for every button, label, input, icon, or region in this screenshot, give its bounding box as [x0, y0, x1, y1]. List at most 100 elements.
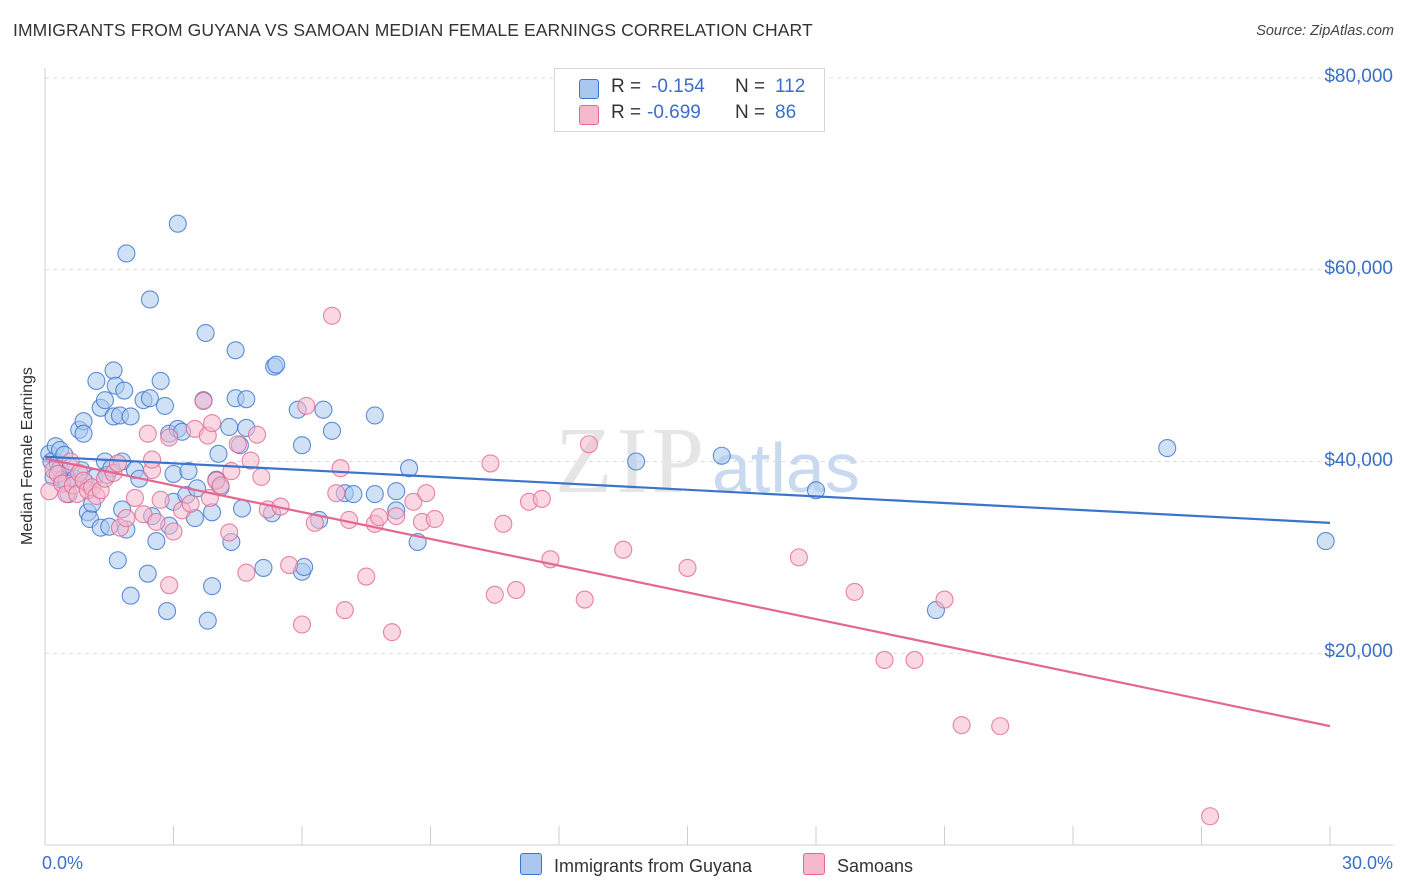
bottom-legend-guyana[interactable]: Immigrants from Guyana [520, 853, 752, 877]
guyana-point [151, 371, 170, 391]
samoan-point [952, 716, 971, 735]
guyana-point [365, 485, 384, 504]
guyana-point [400, 459, 419, 478]
guyana-point [108, 551, 127, 570]
samoan-point [292, 615, 312, 634]
samoan-point [382, 623, 402, 642]
guyana-point [267, 355, 286, 374]
samoan-trendline [44, 457, 1331, 728]
samoan-point [297, 396, 316, 415]
y-tick-label: $20,000 [1324, 641, 1393, 663]
points-layer [40, 214, 1335, 826]
legend-n-label: N = [735, 102, 766, 123]
guyana-point [232, 499, 252, 518]
samoan-point [147, 512, 166, 531]
samoan-point [485, 585, 504, 604]
samoan-point [370, 508, 389, 527]
bottom-legend-label: Immigrants from Guyana [554, 856, 753, 876]
source-label: Source: ZipAtlas.com [1256, 23, 1394, 39]
guyana-point [322, 421, 342, 440]
samoan-point [845, 582, 864, 601]
guyana-point [164, 464, 183, 484]
samoan-point [125, 488, 144, 507]
guyana-point [237, 390, 256, 409]
samoan-point [481, 454, 500, 473]
bottom-legend-samoans[interactable]: Samoans [803, 853, 913, 877]
samoan-point [494, 514, 513, 533]
guyana-point [168, 214, 187, 233]
guyana-point [220, 417, 239, 437]
y-tick-label: $80,000 [1324, 66, 1393, 87]
guyana-point [254, 558, 273, 577]
samoan-point [1201, 807, 1220, 826]
guyana-point [627, 452, 646, 471]
samoan-point [241, 451, 260, 470]
samoan-point [327, 484, 346, 503]
samoan-point [138, 424, 157, 443]
guyana-point [155, 396, 174, 415]
samoan-point [614, 540, 633, 559]
guyana-point [1316, 532, 1335, 551]
guyana-point [712, 446, 731, 465]
guyana-point [138, 564, 157, 583]
samoan-point [417, 484, 436, 503]
legend-r-label: R = [611, 102, 642, 123]
samoan-point [425, 509, 444, 529]
legend-n-value: 112 [775, 76, 806, 97]
samoan-point [335, 601, 354, 620]
guyana-point [198, 611, 217, 630]
guyana-point [140, 290, 159, 309]
samoan-point [160, 428, 179, 447]
y-tick-label: $40,000 [1324, 449, 1393, 471]
samoan-point [211, 476, 230, 495]
samoan-point [237, 563, 256, 582]
samoan-point [143, 450, 162, 469]
samoan-point [203, 414, 222, 433]
guyana-point [1158, 439, 1177, 458]
guyana-point [365, 406, 384, 425]
legend-r-value: -0.699 [647, 102, 701, 123]
samoan-point [247, 425, 267, 444]
guyana-point [158, 602, 177, 621]
guyana-point [121, 407, 140, 426]
legend-n-label: N = [735, 76, 766, 97]
samoan-point [404, 492, 423, 511]
guyana-point [344, 485, 363, 504]
samoan-point [357, 567, 376, 586]
y-axis-label: Median Female Earnings [19, 367, 36, 545]
guyana-point [387, 482, 406, 501]
samoan-point [322, 306, 342, 325]
x-tick-label-min: 0.0% [42, 853, 84, 873]
samoan-point [507, 580, 526, 600]
correlation-legend: R = -0.154 N = 112 R = -0.699 N = 86 [554, 68, 825, 132]
legend-swatch-pink [579, 105, 599, 125]
guyana-point [806, 481, 826, 500]
samoan-point [875, 650, 894, 670]
chart-title: IMMIGRANTS FROM GUYANA VS SAMOAN MEDIAN … [13, 20, 813, 40]
legend-r-label: R = [611, 76, 642, 97]
samoan-point [331, 459, 350, 478]
samoan-point [194, 392, 213, 411]
samoan-point [164, 522, 183, 541]
samoan-point [108, 454, 127, 473]
guyana-point [226, 341, 245, 360]
guyana-point [147, 532, 166, 551]
samoan-point [160, 576, 179, 595]
legend-swatch-blue [579, 79, 599, 99]
samoan-point [905, 650, 924, 670]
samoan-point [220, 523, 239, 542]
samoan-point [117, 509, 136, 528]
samoan-point [387, 507, 406, 526]
samoan-point [678, 558, 697, 577]
samoan-point [151, 490, 170, 509]
x-tick-label-max: 30.0% [1341, 853, 1393, 873]
legend-n-value: 86 [775, 102, 797, 123]
samoan-point [228, 435, 247, 454]
samoan-point [532, 489, 551, 508]
guyana-point [314, 400, 333, 419]
samoan-point [280, 555, 299, 575]
guyana-point [117, 244, 136, 263]
guyana-point [295, 557, 314, 577]
samoan-point [181, 494, 200, 513]
